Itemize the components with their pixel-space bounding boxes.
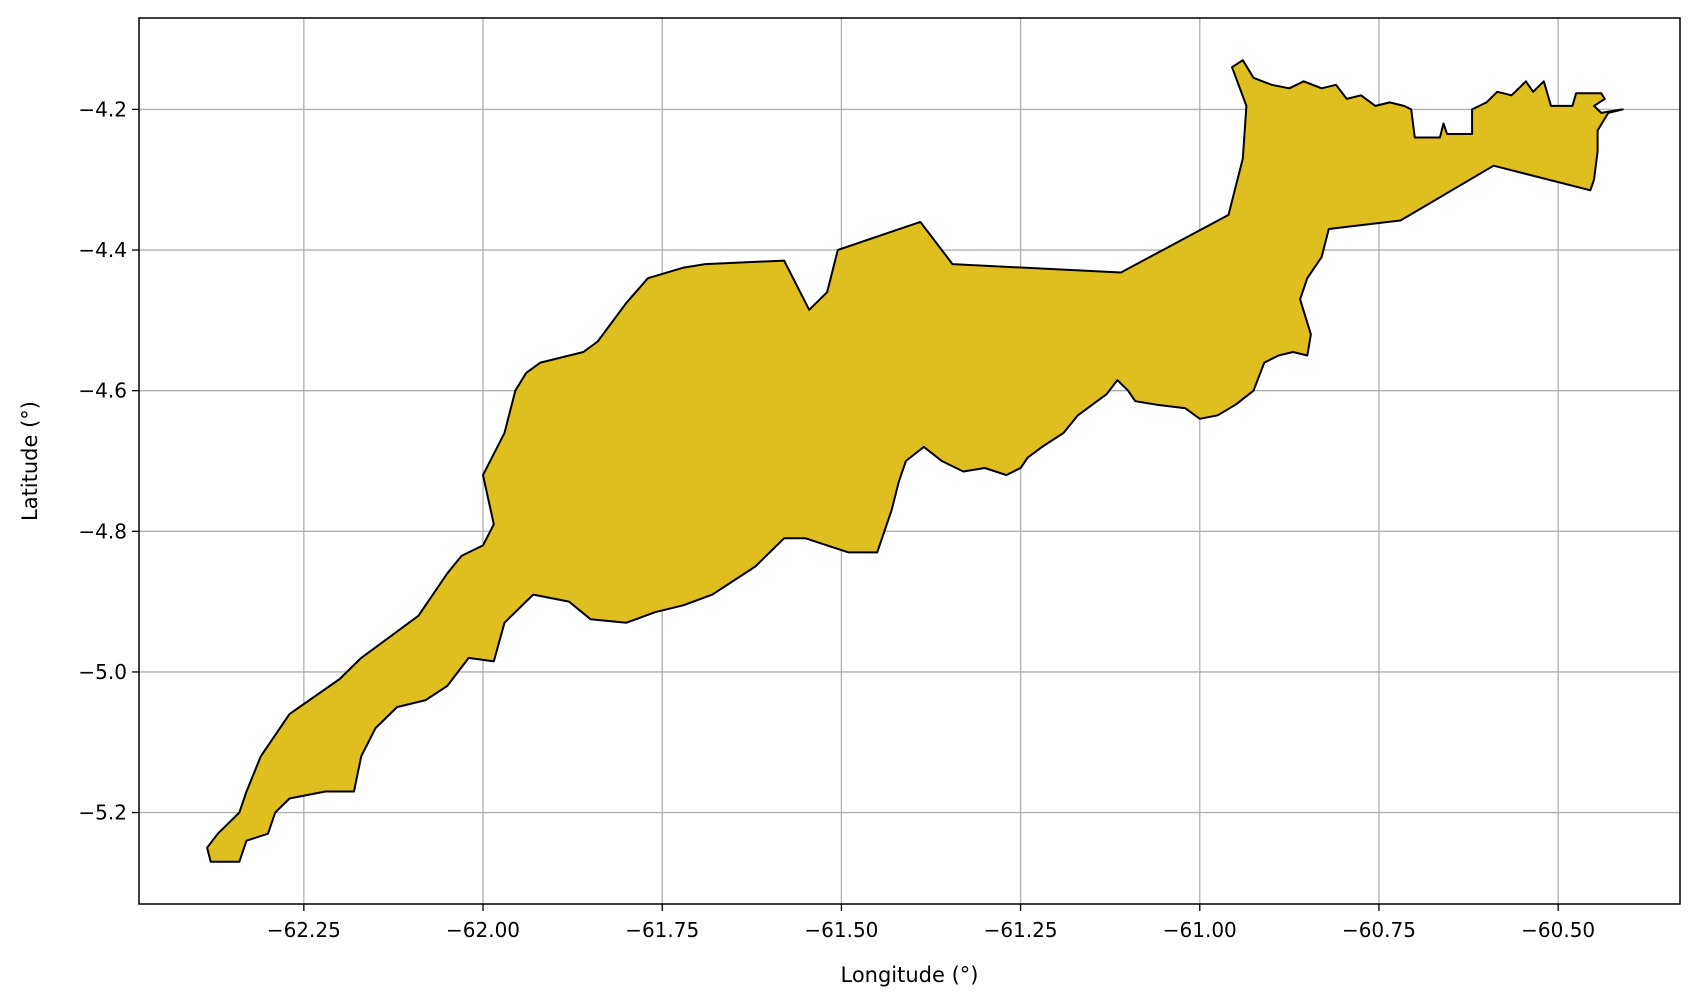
- tick-labels: −62.25 −62.00 −61.75 −61.50 −61.25 −61.00 −60.…: [78, 97, 1595, 942]
- y-tick-label: −5.0: [78, 660, 127, 684]
- x-tick-label: −61.75: [625, 918, 699, 942]
- y-tick-label: −4.8: [78, 519, 127, 543]
- y-axis-label: Latitude (°): [18, 401, 42, 521]
- y-tick-label: −4.2: [78, 97, 127, 121]
- x-tick-label: −61.50: [804, 918, 878, 942]
- y-tick-label: −4.4: [78, 238, 127, 262]
- x-tick-label: −60.75: [1342, 918, 1416, 942]
- x-axis-label: Longitude (°): [840, 963, 978, 987]
- plot-frame: [138, 17, 1681, 905]
- x-tick-label: −61.25: [984, 918, 1058, 942]
- y-tick-label: −5.2: [78, 801, 127, 825]
- x-tick-label: −62.00: [446, 918, 520, 942]
- region-polygon: [206, 59, 1624, 863]
- x-tick-label: −60.50: [1521, 918, 1595, 942]
- tick-marks: [132, 108, 1559, 911]
- y-tick-label: −4.6: [78, 379, 127, 403]
- x-tick-label: −61.00: [1163, 918, 1237, 942]
- x-tick-label: −62.25: [267, 918, 341, 942]
